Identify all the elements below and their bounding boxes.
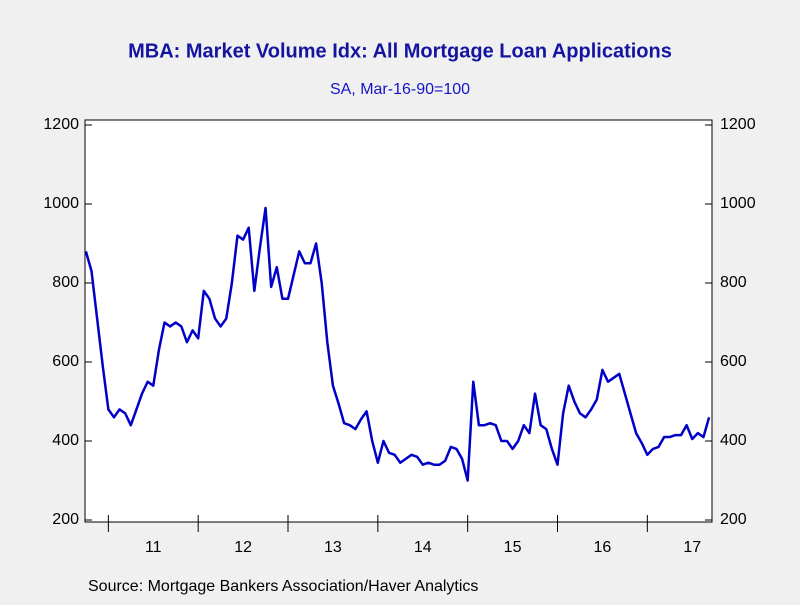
data-line bbox=[84, 206, 711, 482]
x-tick-label: 13 bbox=[324, 539, 342, 556]
y-tick-label: 800 bbox=[52, 274, 79, 291]
y2-tick-label: 600 bbox=[720, 353, 747, 370]
x-tick-label: 15 bbox=[504, 539, 522, 556]
y2-tick-label: 1200 bbox=[720, 116, 756, 133]
x-tick-label: 11 bbox=[145, 539, 162, 556]
y2-tick-label: 400 bbox=[720, 432, 747, 449]
y2-tick-label: 200 bbox=[720, 511, 747, 528]
y-tick-label: 600 bbox=[52, 353, 79, 370]
x-tick-label: 17 bbox=[683, 539, 701, 556]
plot-border bbox=[84, 119, 713, 523]
plot-area bbox=[85, 120, 712, 522]
source-note: Source: Mortgage Bankers Association/Hav… bbox=[88, 578, 478, 595]
y-tick-label: 200 bbox=[52, 511, 79, 528]
x-tick-label: 14 bbox=[414, 539, 432, 556]
x-tick-label: 16 bbox=[594, 539, 612, 556]
chart-title: MBA: Market Volume Idx: All Mortgage Loa… bbox=[128, 40, 672, 62]
y2-tick-label: 1000 bbox=[720, 195, 756, 212]
y-tick-label: 400 bbox=[52, 432, 79, 449]
y2-tick-label: 800 bbox=[720, 274, 747, 291]
chart-subtitle: SA, Mar-16-90=100 bbox=[330, 81, 470, 98]
y-tick-label: 1000 bbox=[43, 195, 79, 212]
x-tick-label: 12 bbox=[234, 539, 252, 556]
y-tick-label: 1200 bbox=[43, 116, 79, 133]
